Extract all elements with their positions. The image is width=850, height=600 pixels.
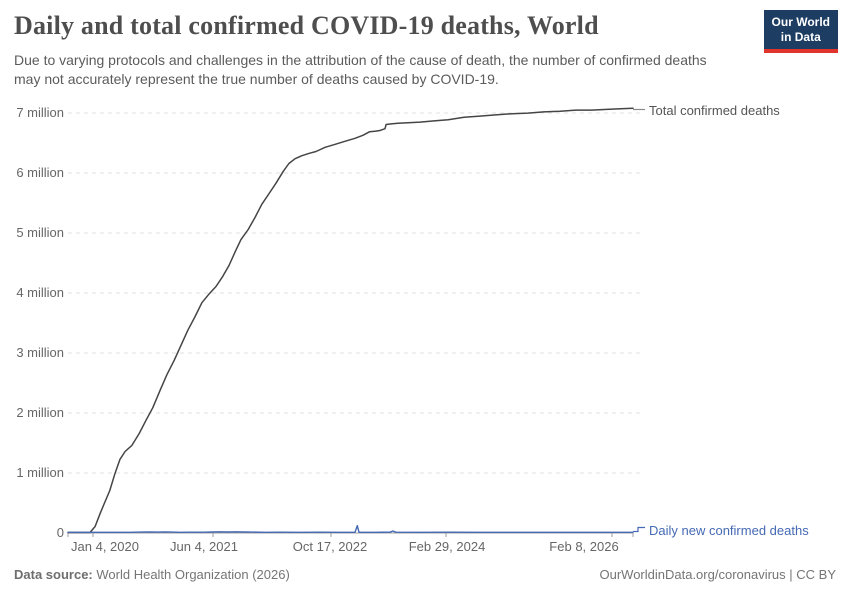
y-tick-6m: 6 million: [16, 165, 64, 180]
y-tick-0: 0: [56, 525, 64, 540]
credit-link[interactable]: OurWorldinData.org/coronavirus | CC BY: [599, 567, 836, 582]
daily-deaths-label: Daily new confirmed deaths: [649, 523, 809, 538]
owid-logo[interactable]: Our World in Data: [763, 10, 838, 53]
daily-label-connector: [633, 526, 645, 533]
y-tick-4m: 4 million: [16, 285, 64, 300]
chart-subtitle: Due to varying protocols and challenges …: [14, 52, 707, 87]
y-tick-5m: 5 million: [16, 225, 64, 240]
data-source-value: World Health Organization (2026): [96, 567, 290, 582]
y-tick-1m: 1 million: [16, 465, 64, 480]
x-tick-2020: Jan 4, 2020: [71, 539, 139, 554]
total-deaths-label: Total confirmed deaths: [649, 103, 780, 118]
data-source-label: Data source:: [14, 567, 93, 582]
data-source: Data source: World Health Organization (…: [14, 567, 290, 582]
chart-title: Daily and total confirmed COVID-19 death…: [14, 11, 599, 40]
y-tick-3m: 3 million: [16, 345, 64, 360]
x-tick-2022: Oct 17, 2022: [292, 539, 368, 554]
x-tick-2021: Jun 4, 2021: [170, 539, 238, 554]
owid-logo-line1: Our World: [771, 15, 830, 29]
x-axis: [67, 532, 634, 537]
owid-logo-line2: in Data: [780, 30, 821, 44]
chart-footer: Data source: World Health Organization (…: [14, 567, 836, 582]
y-tick-7m: 7 million: [16, 105, 64, 120]
x-tick-2024: Feb 29, 2024: [408, 539, 486, 554]
gridlines: [68, 112, 642, 474]
y-tick-2m: 2 million: [16, 405, 64, 420]
x-tick-2026: Feb 8, 2026: [549, 539, 619, 554]
total-deaths-line: [67, 107, 634, 534]
daily-deaths-line: [67, 524, 634, 533]
